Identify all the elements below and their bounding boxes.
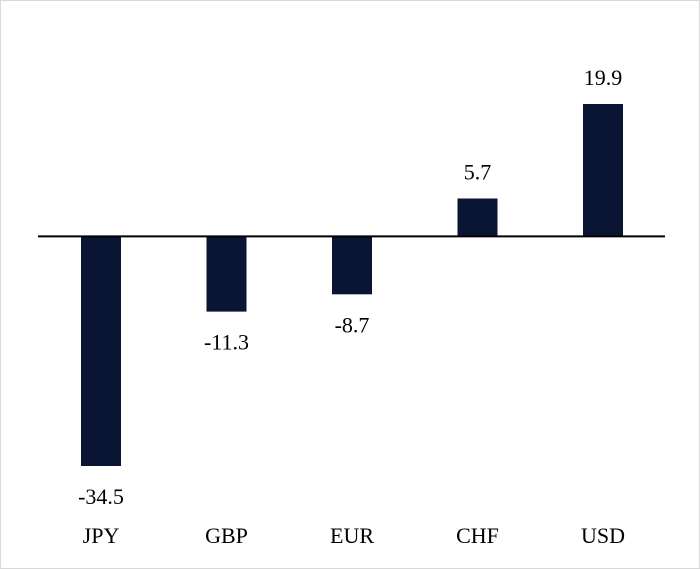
bar-usd (583, 104, 623, 237)
category-label-gbp: GBP (205, 523, 248, 548)
bar-chf (457, 198, 498, 237)
bar-gbp (206, 236, 247, 312)
category-label-jpy: JPY (83, 523, 120, 548)
data-label-eur: -8.7 (335, 312, 370, 337)
category-label-chf: CHF (456, 523, 499, 548)
bar-jpy (81, 236, 121, 466)
category-label-usd: USD (581, 523, 625, 548)
data-label-usd: 19.9 (584, 65, 623, 90)
data-label-jpy: -34.5 (78, 484, 124, 509)
data-label-chf: 5.7 (464, 159, 492, 184)
bar-eur (332, 236, 372, 295)
data-label-gbp: -11.3 (204, 330, 249, 355)
category-label-eur: EUR (330, 523, 374, 548)
